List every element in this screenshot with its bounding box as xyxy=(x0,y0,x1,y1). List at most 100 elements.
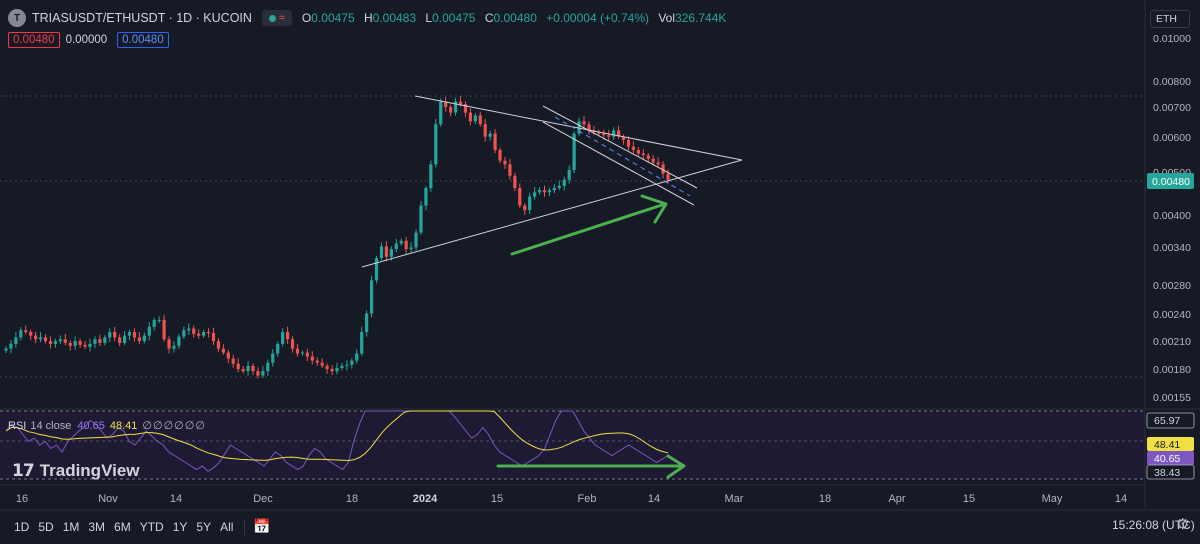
candle-body xyxy=(251,365,255,372)
candle-body xyxy=(34,335,38,340)
rsi-name[interactable]: RSI xyxy=(8,419,27,432)
candle-body xyxy=(478,115,482,125)
price-label: 0.01000 xyxy=(1153,33,1191,45)
candle-body xyxy=(157,320,161,322)
candle-body xyxy=(552,187,556,191)
time-label: 14 xyxy=(648,493,660,505)
gear-icon[interactable]: ⚙ xyxy=(1176,516,1190,533)
candle-body xyxy=(409,247,413,250)
candle-body xyxy=(172,345,176,349)
candle-body xyxy=(483,124,487,137)
candle-body xyxy=(281,332,285,344)
timeframe-1m[interactable]: 1M xyxy=(62,519,80,534)
rsi-ma-tag xyxy=(1147,437,1194,451)
candle-body xyxy=(132,332,137,338)
timeframe-all[interactable]: All xyxy=(220,519,234,534)
candle-body xyxy=(399,240,403,244)
low-label: L xyxy=(425,11,433,25)
candle-body xyxy=(206,332,211,334)
candle-body xyxy=(572,133,576,170)
candle-body xyxy=(631,146,636,151)
price-label: 0.00600 xyxy=(1153,132,1191,144)
rsi-lines xyxy=(5,410,669,472)
symbol-title[interactable]: TRIASUSDT/ETHUSDT · 1D · KUCOIN xyxy=(32,11,252,25)
timeframe-6m[interactable]: 6M xyxy=(114,519,131,534)
timeframe-5d[interactable]: 5D xyxy=(38,519,54,534)
candle-body xyxy=(202,332,206,336)
volume-label: Vol xyxy=(658,11,676,25)
candle-body xyxy=(389,249,393,257)
timeframe-3m[interactable]: 3M xyxy=(88,519,106,534)
candle-body xyxy=(295,348,300,354)
open-value: 0.00475 xyxy=(311,11,355,25)
candle-body xyxy=(266,362,270,372)
candle-body xyxy=(429,164,433,188)
calendar-icon[interactable]: 📅 xyxy=(253,518,271,534)
candle-body xyxy=(300,352,305,354)
tradingview-logo-icon: 17 xyxy=(12,461,35,481)
high-label: H xyxy=(364,11,373,25)
currency-selector[interactable]: ETH xyxy=(1150,10,1190,28)
candle-body xyxy=(458,101,463,105)
candle-body xyxy=(48,341,53,344)
buy-price-button[interactable]: 0.00480 xyxy=(117,32,169,48)
time-label: 15 xyxy=(491,493,503,505)
spread-value: 0.00000 xyxy=(65,34,108,46)
candle-body xyxy=(404,240,408,250)
market-status-button[interactable]: ≈ xyxy=(261,10,292,26)
candle-body xyxy=(122,335,127,343)
candle-body xyxy=(142,335,146,342)
rsi-empty-value: ∅ xyxy=(142,420,152,432)
candle-body xyxy=(88,343,92,347)
rsi-bottom-value: 38.43 xyxy=(1154,467,1180,479)
candle-body xyxy=(38,337,43,340)
triangle-upper-line[interactable] xyxy=(414,95,743,161)
candle-body xyxy=(587,124,591,131)
time-label: Nov xyxy=(98,493,118,505)
candle-body xyxy=(241,369,245,372)
candle-body xyxy=(216,341,221,349)
candle-body xyxy=(597,131,601,134)
candle-body xyxy=(197,333,201,336)
candle-body xyxy=(394,243,398,250)
price-arrow-shaft[interactable] xyxy=(510,203,664,256)
channel-lower-line[interactable] xyxy=(542,121,695,206)
candles xyxy=(4,96,670,379)
timeframe-1y[interactable]: 1Y xyxy=(172,519,188,534)
volume-value: 326.744K xyxy=(675,11,727,25)
candle-body xyxy=(103,337,107,343)
candle-body xyxy=(612,130,616,137)
price-label: 0.00240 xyxy=(1153,309,1191,321)
channel-mid-line[interactable] xyxy=(554,116,691,197)
candle-body xyxy=(434,124,438,165)
candle-body xyxy=(449,107,453,113)
green-arrows[interactable] xyxy=(496,194,686,479)
timeframe-ytd[interactable]: YTD xyxy=(139,519,164,534)
current-price-value: 0.00480 xyxy=(1152,176,1190,188)
timeframe-5y[interactable]: 5Y xyxy=(196,519,212,534)
candle-body xyxy=(315,360,319,363)
channel-upper-line[interactable] xyxy=(542,105,698,189)
candle-body xyxy=(320,362,324,366)
bottom-toolbar: 1D 5D 1M 3M 6M YTD 1Y 5Y All 📅 xyxy=(14,518,271,535)
candle-body xyxy=(365,313,369,333)
candle-body xyxy=(24,330,28,333)
drawings[interactable] xyxy=(361,95,743,268)
candle-body xyxy=(626,139,631,147)
sell-price-button[interactable]: 0.00480 xyxy=(8,32,60,48)
symbol-legend: T TRIASUSDT/ETHUSDT · 1D · KUCOIN ≈ O0.0… xyxy=(8,8,732,28)
rsi-empty-value: ∅ xyxy=(163,420,174,432)
timeframe-1d[interactable]: 1D xyxy=(14,519,30,534)
candle-body xyxy=(523,205,527,211)
time-label: Mar xyxy=(725,493,744,505)
candle-body xyxy=(439,101,443,125)
candle-body xyxy=(137,337,141,342)
rsi-ma-line xyxy=(5,410,669,462)
price-arrow-head[interactable] xyxy=(640,194,668,224)
rsi-arrow-head[interactable] xyxy=(666,454,686,479)
candle-body xyxy=(152,320,156,327)
utc-clock[interactable]: 15:26:08 (UTC) xyxy=(1112,518,1195,532)
candle-body xyxy=(641,153,645,156)
price-label: 0.00280 xyxy=(1153,280,1191,292)
